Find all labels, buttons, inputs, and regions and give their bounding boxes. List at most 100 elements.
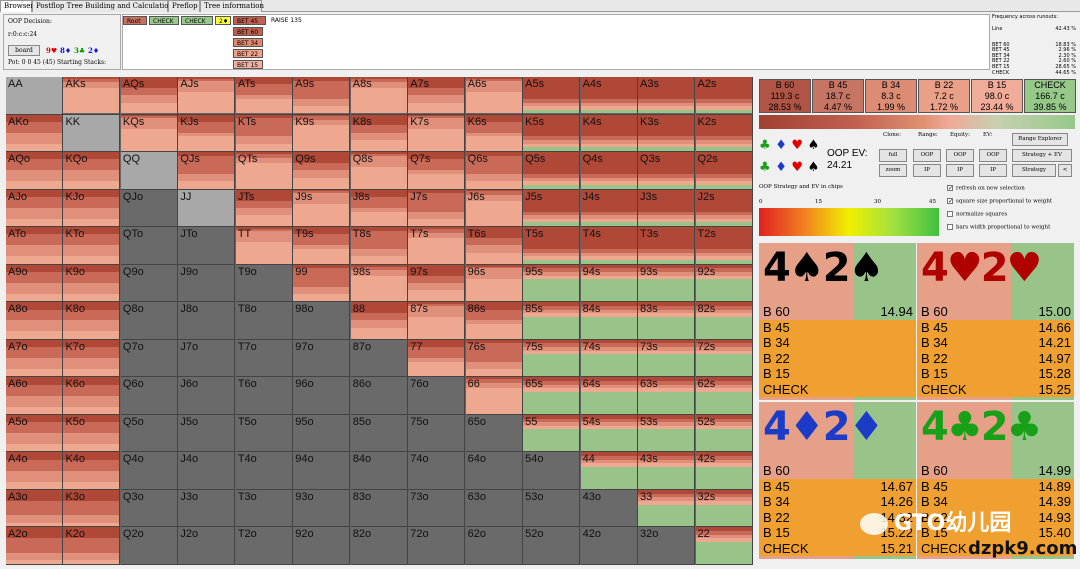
- hand-cell[interactable]: T5s: [523, 227, 581, 265]
- hand-cell[interactable]: J5s: [523, 189, 581, 228]
- hand-cell[interactable]: QQ: [120, 152, 178, 190]
- hand-cell[interactable]: J9s: [293, 189, 351, 228]
- tree-node[interactable]: CHECK: [149, 16, 179, 25]
- hand-cell[interactable]: A6o: [6, 377, 63, 415]
- hand-cell[interactable]: 63o: [465, 489, 523, 528]
- tree-node[interactable]: BET 15: [233, 60, 263, 69]
- hand-cell[interactable]: Q5o: [120, 414, 178, 453]
- hand-cell[interactable]: 73s: [638, 339, 696, 378]
- hand-cell[interactable]: A3o: [6, 489, 63, 528]
- hand-cell[interactable]: 92o: [293, 527, 351, 565]
- hand-cell[interactable]: 87s: [408, 302, 466, 340]
- hand-cell[interactable]: A8o: [6, 302, 63, 340]
- hand-cell[interactable]: Q8o: [120, 302, 178, 340]
- hand-cell[interactable]: 66: [465, 377, 523, 415]
- hand-cell[interactable]: K6s: [465, 114, 523, 153]
- hand-cell[interactable]: AJs: [178, 77, 236, 115]
- hand-cell[interactable]: T6s: [465, 227, 523, 265]
- hand-cell[interactable]: K3o: [63, 489, 121, 528]
- hand-cell[interactable]: A9s: [293, 77, 351, 115]
- hand-cell[interactable]: K9s: [293, 114, 351, 153]
- tab-3[interactable]: Tree information: [200, 0, 264, 12]
- full-button[interactable]: full: [879, 149, 907, 162]
- hand-cell[interactable]: 95o: [293, 414, 351, 453]
- hand-cell[interactable]: KK: [63, 114, 121, 153]
- tree-node[interactable]: BET 60: [233, 27, 263, 36]
- hand-cell[interactable]: J4s: [580, 189, 638, 228]
- hand-cell[interactable]: 62o: [465, 527, 523, 565]
- combo-card[interactable]: 4♠2♠ B 60 14.94 B 45 B 34 B 22 B 15 CHECK: [759, 243, 916, 400]
- action-box[interactable]: B 34 8.3 c 1.99 %: [865, 79, 917, 113]
- hand-cell[interactable]: KQs: [120, 114, 178, 153]
- hand-cell[interactable]: QTo: [120, 227, 178, 265]
- hand-cell[interactable]: Q3s: [638, 152, 696, 190]
- hand-cell[interactable]: KJs: [178, 114, 236, 153]
- hand-cell[interactable]: Q9o: [120, 264, 178, 303]
- hand-cell[interactable]: 83s: [638, 302, 696, 340]
- option-checkbox[interactable]: ✓ refresh on new selection: [947, 185, 1025, 192]
- action-box[interactable]: B 45 18.7 c 4.47 %: [812, 79, 864, 113]
- hand-cell[interactable]: 76s: [465, 339, 523, 378]
- hand-cell[interactable]: J2s: [695, 189, 753, 228]
- hand-cell[interactable]: J6s: [465, 189, 523, 228]
- hand-cell[interactable]: K2s: [695, 114, 753, 153]
- hand-cell[interactable]: 52o: [523, 527, 581, 565]
- hand-cell[interactable]: J8o: [178, 302, 236, 340]
- hand-cell[interactable]: 42o: [580, 527, 638, 565]
- checkbox-icon[interactable]: ✓: [947, 198, 954, 205]
- hand-cell[interactable]: QTs: [235, 152, 293, 190]
- option-checkbox[interactable]: ✓ square size proportional to weight: [947, 198, 1052, 205]
- hand-cell[interactable]: T3s: [638, 227, 696, 265]
- hand-cell[interactable]: A4s: [580, 77, 638, 115]
- hand-cell[interactable]: 65o: [465, 414, 523, 453]
- hand-cell[interactable]: 62s: [695, 377, 753, 415]
- hand-cell[interactable]: T4s: [580, 227, 638, 265]
- tree-node[interactable]: BET 22: [233, 49, 263, 58]
- hand-cell[interactable]: 99: [293, 264, 351, 303]
- hand-cell[interactable]: Q8s: [350, 152, 408, 190]
- hand-cell[interactable]: KTo: [63, 227, 121, 265]
- strategy-button[interactable]: Strategy: [1012, 164, 1056, 177]
- hand-cell[interactable]: A5s: [523, 77, 581, 115]
- hand-cell[interactable]: 93s: [638, 264, 696, 303]
- hand-cell[interactable]: T2s: [695, 227, 753, 265]
- hand-cell[interactable]: J5o: [178, 414, 236, 453]
- hand-cell[interactable]: 77: [408, 339, 466, 378]
- hand-cell[interactable]: T8s: [350, 227, 408, 265]
- action-box[interactable]: CHECK 166.7 c 39.85 %: [1024, 79, 1076, 113]
- checkbox-icon[interactable]: ✓: [947, 185, 954, 192]
- hand-cell[interactable]: T6o: [235, 377, 293, 415]
- hand-cell[interactable]: 32o: [638, 527, 696, 565]
- hand-cell[interactable]: AQs: [120, 77, 178, 115]
- hand-cell[interactable]: A2o: [6, 527, 63, 565]
- hand-cell[interactable]: JJ: [178, 189, 236, 228]
- hand-cell[interactable]: K8s: [350, 114, 408, 153]
- hand-cell[interactable]: 74s: [580, 339, 638, 378]
- hand-cell[interactable]: KJo: [63, 189, 121, 228]
- tree-node[interactable]: BET 34: [233, 38, 263, 47]
- tree-node[interactable]: RAISE 135: [268, 16, 308, 25]
- ev-oop-button[interactable]: OOP: [979, 149, 1007, 162]
- hand-cell[interactable]: 72o: [408, 527, 466, 565]
- hand-cell[interactable]: A8s: [350, 77, 408, 115]
- tree-node[interactable]: Root: [123, 16, 147, 25]
- hand-cell[interactable]: J6o: [178, 377, 236, 415]
- action-box[interactable]: B 60 119.3 c 28.53 %: [759, 79, 811, 113]
- hand-cell[interactable]: 96o: [293, 377, 351, 415]
- combo-card[interactable]: 4♥2♥ B 60 15.00 B 45 14.66 B 34 14.21 B 22 14.97…: [917, 243, 1074, 400]
- hand-cell[interactable]: T7o: [235, 339, 293, 378]
- hand-cell[interactable]: K7o: [63, 339, 121, 378]
- hand-cell[interactable]: 44: [580, 452, 638, 490]
- hand-cell[interactable]: 92s: [695, 264, 753, 303]
- combo-card[interactable]: 4♣2♣ B 60 14.99 B 45 14.89 B 34 14.39 B 22 14.93…: [917, 402, 1074, 559]
- tab-1[interactable]: Postflop Tree Building and Calculations: [32, 0, 177, 12]
- zoom-button[interactable]: zoom: [879, 164, 907, 177]
- hand-cell[interactable]: T3o: [235, 489, 293, 528]
- hand-cell[interactable]: 42s: [695, 452, 753, 490]
- hand-cell[interactable]: A3s: [638, 77, 696, 115]
- hand-cell[interactable]: J8s: [350, 189, 408, 228]
- hand-cell[interactable]: 75o: [408, 414, 466, 453]
- hand-cell[interactable]: T8o: [235, 302, 293, 340]
- hand-cell[interactable]: 73o: [408, 489, 466, 528]
- hand-cell[interactable]: 94s: [580, 264, 638, 303]
